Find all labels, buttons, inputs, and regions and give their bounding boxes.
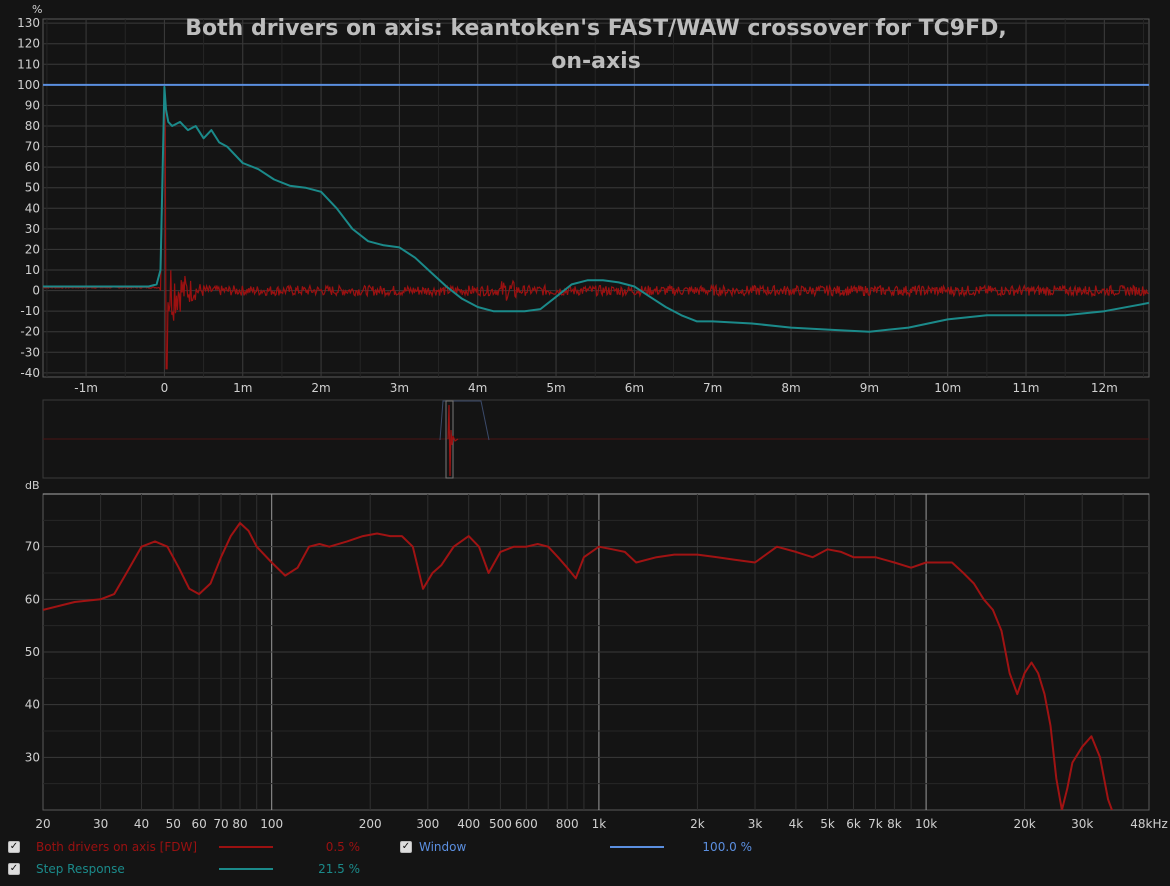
- y-tick-label: 20: [25, 242, 40, 256]
- overview-impulse: [447, 404, 459, 477]
- impulse-plot-frame: [42, 18, 1150, 378]
- bottom-y-unit: dB: [25, 479, 40, 492]
- x-tick-label: 4m: [468, 381, 487, 395]
- y-tick-label: 130: [17, 16, 40, 30]
- legend-item-step[interactable]: ✓ Step Response 21.5 %: [8, 859, 360, 879]
- y-tick-label: 60: [25, 592, 40, 606]
- y-tick-label: -10: [20, 304, 40, 318]
- x-tick-label: 11m: [1013, 381, 1040, 395]
- x-tick-label: 9m: [860, 381, 879, 395]
- x-tick-label: 1m: [233, 381, 252, 395]
- y-tick-label: 80: [25, 119, 40, 133]
- legend-swatch-window: [610, 846, 664, 848]
- x-tick-label: 60: [191, 817, 206, 831]
- x-tick-label: 4k: [789, 817, 804, 831]
- y-tick-label: 30: [25, 222, 40, 236]
- x-tick-label: 80: [232, 817, 247, 831]
- y-tick-label: 40: [25, 201, 40, 215]
- x-tick-label: 200: [359, 817, 382, 831]
- y-tick-label: 30: [25, 750, 40, 764]
- x-tick-label: 8k: [887, 817, 902, 831]
- y-tick-label: -40: [20, 366, 40, 380]
- y-tick-label: 90: [25, 98, 40, 112]
- legend-swatch-step: [219, 868, 273, 870]
- y-tick-label: 0: [32, 284, 40, 298]
- y-tick-label: 100: [17, 78, 40, 92]
- legend-checkbox-window[interactable]: ✓: [400, 841, 412, 853]
- overview-window-shape: [439, 400, 490, 441]
- x-tick-label: 40: [134, 817, 149, 831]
- x-tick-label: 20k: [1013, 817, 1035, 831]
- chart-title-line1: Both drivers on axis: keantoken's FAST/W…: [185, 16, 1007, 41]
- x-tick-label: 2k: [690, 817, 705, 831]
- impulse-line: [42, 94, 1149, 370]
- legend-checkbox-impulse[interactable]: ✓: [8, 841, 20, 853]
- x-tick-label: 20: [35, 817, 50, 831]
- legend-item-impulse[interactable]: ✓ Both drivers on axis [FDW] 0.5 %: [8, 837, 360, 857]
- x-tick-label: 6k: [846, 817, 861, 831]
- y-tick-label: 10: [25, 263, 40, 277]
- legend: ✓ Both drivers on axis [FDW] 0.5 % ✓ Win…: [0, 836, 1170, 886]
- x-tick-label: 10k: [915, 817, 937, 831]
- x-tick-label: 30: [93, 817, 108, 831]
- x-tick-label: 3k: [748, 817, 763, 831]
- x-tick-label: 3m: [390, 381, 409, 395]
- x-tick-label: 100: [260, 817, 283, 831]
- x-tick-label: 70: [213, 817, 228, 831]
- y-tick-label: 70: [25, 540, 40, 554]
- legend-label-step: Step Response: [36, 862, 125, 876]
- x-tick-label: 600: [515, 817, 538, 831]
- legend-value-impulse: 0.5 %: [325, 840, 360, 854]
- x-tick-label: -1m: [74, 381, 98, 395]
- x-tick-label: 10m: [934, 381, 961, 395]
- x-tick-label: 8m: [781, 381, 800, 395]
- frequency-response-line: [43, 522, 1114, 810]
- x-tick-label: 500: [489, 817, 512, 831]
- x-tick-label: 7m: [703, 381, 722, 395]
- legend-swatch-impulse: [219, 846, 273, 848]
- legend-value-step: 21.5 %: [318, 862, 360, 876]
- y-tick-label: -20: [20, 325, 40, 339]
- x-tick-label: 800: [556, 817, 579, 831]
- x-tick-label: 48kHz: [1130, 817, 1168, 831]
- step-response-line: [43, 85, 1150, 333]
- y-tick-label: 110: [17, 57, 40, 71]
- legend-label-impulse: Both drivers on axis [FDW]: [36, 840, 198, 854]
- y-tick-label: -30: [20, 345, 40, 359]
- x-tick-label: 400: [457, 817, 480, 831]
- legend-value-window: 100.0 %: [702, 840, 752, 854]
- x-tick-label: 5k: [820, 817, 835, 831]
- x-tick-label: 1k: [592, 817, 607, 831]
- x-tick-label: 7k: [868, 817, 883, 831]
- chart-title-line2: on-axis: [551, 49, 641, 74]
- legend-label-window: Window: [419, 840, 467, 854]
- y-tick-label: 50: [25, 181, 40, 195]
- top-y-unit: %: [32, 3, 42, 16]
- y-tick-label: 60: [25, 160, 40, 174]
- x-tick-label: 300: [416, 817, 439, 831]
- y-tick-label: 120: [17, 37, 40, 51]
- legend-item-window[interactable]: ✓ Window 100.0 %: [400, 837, 752, 857]
- legend-checkbox-step[interactable]: ✓: [8, 863, 20, 875]
- x-tick-label: 2m: [311, 381, 330, 395]
- y-tick-label: 50: [25, 645, 40, 659]
- x-tick-label: 0: [161, 381, 169, 395]
- x-tick-label: 30k: [1071, 817, 1093, 831]
- x-tick-label: 12m: [1091, 381, 1118, 395]
- impulse-plot[interactable]: 1301201101009080706050403020100-10-20-30…: [17, 16, 1150, 395]
- measurement-chart: % dB 1301201101009080706050403020100-10-…: [17, 3, 1168, 831]
- y-tick-label: 70: [25, 140, 40, 154]
- window-overview-plot[interactable]: [42, 399, 1150, 479]
- x-tick-label: 5m: [546, 381, 565, 395]
- x-tick-label: 50: [166, 817, 181, 831]
- y-tick-label: 40: [25, 698, 40, 712]
- x-tick-label: 6m: [625, 381, 644, 395]
